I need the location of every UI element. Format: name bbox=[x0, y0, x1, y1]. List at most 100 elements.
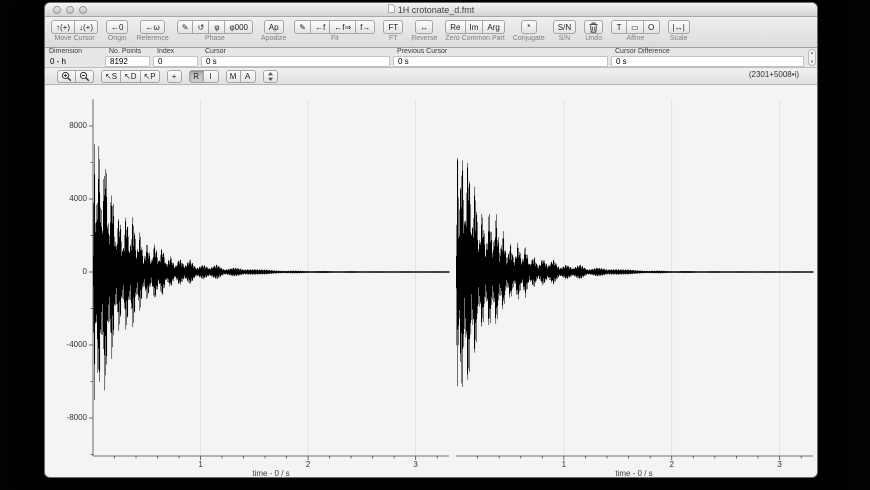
app-window: 1H crotonate_d.fmt ↑(+) ↓(+) Move Cursor ←0… bbox=[44, 2, 818, 478]
toolbar-group: ✎ ↺ φ φ000 Phase bbox=[176, 20, 253, 42]
y-tick-label: -4000 bbox=[66, 340, 87, 349]
toolbar-group-label: Apodize bbox=[261, 35, 287, 42]
stepper-icon bbox=[267, 71, 274, 82]
undo-button[interactable] bbox=[584, 20, 604, 34]
toolbar-group: |↔| Scale bbox=[667, 20, 690, 42]
phase-phi-zero-button[interactable]: φ000 bbox=[225, 20, 253, 34]
phase-edit-button[interactable]: ✎ bbox=[176, 20, 194, 34]
param-header-cursor: Cursor bbox=[205, 48, 227, 55]
part-real-button[interactable]: R bbox=[188, 69, 204, 83]
plot-area: time - 0 / s time - 0 / s 8000 4000 0 -4000… bbox=[45, 85, 817, 478]
param-header-previous-cursor: Previous Cursor bbox=[397, 48, 448, 55]
trace-stepper-button[interactable] bbox=[262, 69, 278, 83]
y-tick-label: -8000 bbox=[66, 413, 87, 422]
conjugate-button[interactable]: * bbox=[520, 20, 537, 34]
zero-imag-button[interactable]: Im bbox=[465, 20, 484, 34]
fit-left-button[interactable]: ←f bbox=[311, 20, 331, 34]
toolbar-group: ↔ Reverse bbox=[411, 20, 437, 42]
fit-both-button[interactable]: ←f⇒ bbox=[330, 20, 357, 34]
cursor-drag-button[interactable]: ↖D bbox=[121, 69, 141, 83]
toolbar-group: Undo bbox=[584, 20, 604, 42]
x-tick-label: 1 bbox=[198, 460, 203, 469]
trash-icon bbox=[589, 22, 598, 33]
affine-rect-button[interactable]: ▭ bbox=[627, 20, 644, 34]
crosshair-button[interactable]: + bbox=[166, 69, 182, 83]
apodize-button[interactable]: Ap bbox=[263, 20, 284, 34]
affine-o-button[interactable]: O bbox=[643, 20, 660, 34]
param-value-cursor[interactable]: 0 s bbox=[201, 56, 390, 67]
param-header-no-points: No. Points bbox=[109, 48, 142, 55]
parameter-header-row: Dimension No. Points Index Cursor Previous C… bbox=[45, 48, 807, 56]
toolbar-group: Re Im Arg Zero Common Part bbox=[445, 20, 505, 42]
zoom-window-button[interactable] bbox=[79, 6, 87, 14]
document-icon bbox=[387, 4, 398, 13]
toolbar-group-label: FT bbox=[389, 35, 398, 42]
reverse-button[interactable]: ↔ bbox=[415, 20, 434, 34]
toolbar-group: ↑(+) ↓(+) Move Cursor bbox=[51, 20, 98, 42]
y-tick-label: 8000 bbox=[69, 121, 87, 130]
part-magnitude-button[interactable]: M bbox=[225, 69, 241, 83]
part-imaginary-button[interactable]: I bbox=[203, 69, 219, 83]
toolbar: ↑(+) ↓(+) Move Cursor ←0 Origin ←ω Reference ✎ ↺… bbox=[45, 17, 817, 48]
traffic-lights bbox=[53, 6, 87, 14]
toolbar-group: S/N S/N bbox=[552, 20, 577, 42]
window-title: 1H crotonate_d.fmt bbox=[45, 4, 817, 15]
toolbar-group-label: Conjugate bbox=[512, 35, 545, 42]
signal-to-noise-button[interactable]: S/N bbox=[552, 20, 577, 34]
param-header-index: Index bbox=[157, 48, 175, 55]
complex-value-readout: (2301+5008•i) bbox=[748, 70, 799, 79]
reference-button[interactable]: ←ω bbox=[140, 20, 165, 34]
toolbar-group-label: Origin bbox=[107, 35, 127, 42]
x-tick-label: 2 bbox=[669, 460, 674, 469]
part-argument-button[interactable]: A bbox=[240, 69, 256, 83]
cursor-pan-button[interactable]: ↖P bbox=[140, 69, 160, 83]
param-value-previous-cursor[interactable]: 0 s bbox=[393, 56, 608, 67]
x-tick-label: 3 bbox=[413, 460, 418, 469]
toolbar-group: FT FT bbox=[383, 20, 404, 42]
zero-arg-button[interactable]: Arg bbox=[483, 20, 505, 34]
x-tick-label: 2 bbox=[305, 460, 311, 469]
x-tick-label: 3 bbox=[777, 460, 782, 469]
scale-button[interactable]: |↔| bbox=[667, 20, 690, 34]
toolbar-group: ✎ ←f ←f⇒ f→ Fit bbox=[294, 20, 376, 42]
magnifier-plus-icon bbox=[61, 71, 72, 82]
affine-t-button[interactable]: T bbox=[611, 20, 628, 34]
param-value-dimension: 0 - h bbox=[50, 57, 67, 66]
minimize-button[interactable] bbox=[66, 6, 74, 14]
zero-real-button[interactable]: Re bbox=[445, 20, 466, 34]
fit-edit-button[interactable]: ✎ bbox=[294, 20, 311, 34]
origin-button[interactable]: ←0 bbox=[106, 20, 129, 34]
param-value-cursor-difference[interactable]: 0 s bbox=[611, 56, 804, 67]
param-value-index[interactable]: 0 bbox=[153, 56, 198, 67]
parameter-scroll-stepper[interactable]: ▲ ▼ bbox=[808, 49, 816, 66]
scroll-up-icon: ▲ bbox=[810, 50, 814, 55]
window-title-text: 1H crotonate_d.fmt bbox=[397, 5, 475, 15]
move-cursor-down-button[interactable]: ↓(+) bbox=[75, 20, 98, 34]
waveform-plots-canvas[interactable] bbox=[45, 85, 817, 477]
toolbar-group-label: Fit bbox=[330, 35, 339, 42]
parameter-table: Dimension No. Points Index Cursor Previous C… bbox=[45, 48, 817, 68]
param-value-no-points[interactable]: 8192 bbox=[105, 56, 150, 67]
cursor-select-button[interactable]: ↖S bbox=[101, 69, 122, 83]
x-axis-title-left: time - 0 / s bbox=[252, 469, 290, 478]
toolbar-group-label: Reference bbox=[136, 35, 169, 42]
toolbar-group: ←0 Origin bbox=[106, 20, 129, 42]
x-axis-title-right: time - 0 / s bbox=[615, 469, 653, 478]
fit-right-button[interactable]: f→ bbox=[356, 20, 376, 34]
close-button[interactable] bbox=[53, 6, 61, 14]
toolbar-group: * Conjugate bbox=[513, 20, 545, 42]
move-cursor-up-button[interactable]: ↑(+) bbox=[51, 20, 75, 34]
zoom-out-button[interactable] bbox=[76, 69, 94, 83]
y-tick-label: 0 bbox=[82, 267, 87, 276]
param-header-dimension: Dimension bbox=[49, 48, 83, 55]
ft-button[interactable]: FT bbox=[383, 20, 404, 34]
scroll-down-icon: ▼ bbox=[810, 59, 814, 64]
phase-phi-button[interactable]: φ bbox=[209, 20, 226, 34]
title-bar[interactable]: 1H crotonate_d.fmt bbox=[45, 3, 817, 17]
view-controls-bar: ↖S ↖D ↖P + R I M A (2301+5008•i) bbox=[45, 68, 817, 85]
toolbar-group-label: Scale bbox=[669, 35, 688, 42]
phase-revert-button[interactable]: ↺ bbox=[193, 20, 210, 34]
zoom-in-button[interactable] bbox=[57, 69, 76, 83]
